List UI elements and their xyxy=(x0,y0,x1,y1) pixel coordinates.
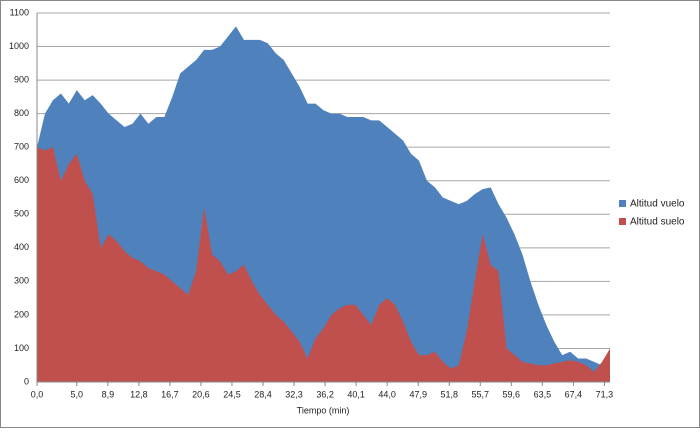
x-tick-label: 44,0 xyxy=(378,389,396,399)
x-tick-label: 20,6 xyxy=(192,389,210,399)
y-tick-label: 1100 xyxy=(10,7,29,17)
legend-label: Altitud suelo xyxy=(630,217,685,228)
x-tick-label: 36,2 xyxy=(316,389,334,399)
legend-swatch xyxy=(619,218,626,225)
legend-swatch xyxy=(619,200,626,207)
legend-label: Altitud vuelo xyxy=(630,199,685,210)
x-tick-label: 16,7 xyxy=(161,389,179,399)
x-tick-label: 63,5 xyxy=(534,389,552,399)
x-tick-label: 51,8 xyxy=(440,389,458,399)
x-tick-label: 55,7 xyxy=(472,389,490,399)
x-tick-label: 0,0 xyxy=(31,389,44,399)
y-tick-label: 600 xyxy=(14,175,29,185)
x-tick-label: 67,4 xyxy=(565,389,583,399)
x-tick-label: 24,5 xyxy=(223,389,241,399)
y-tick-label: 300 xyxy=(14,276,29,286)
y-tick-label: 400 xyxy=(14,242,29,252)
area xyxy=(37,147,610,382)
y-tick-label: 100 xyxy=(14,343,29,353)
y-tick-label: 800 xyxy=(14,108,29,118)
x-tick-label: 8,9 xyxy=(102,389,115,399)
x-tick-label: 5,0 xyxy=(71,389,84,399)
y-tick-label: 200 xyxy=(14,309,29,319)
x-tick-label: 47,9 xyxy=(409,389,427,399)
y-tick-label: 900 xyxy=(14,74,29,84)
x-axis-label: Tiempo (min) xyxy=(297,405,350,415)
y-tick-label: 500 xyxy=(14,209,29,219)
x-tick-label: 71,3 xyxy=(596,389,614,399)
x-tick-label: 28,4 xyxy=(254,389,272,399)
x-tick-label: 59,6 xyxy=(503,389,521,399)
x-tick-label: 40,1 xyxy=(347,389,365,399)
x-tick-label: 32,3 xyxy=(285,389,303,399)
y-tick-label: 0 xyxy=(24,376,29,386)
y-tick-label: 700 xyxy=(14,142,29,152)
x-tick-label: 12,8 xyxy=(130,389,148,399)
y-tick-label: 1000 xyxy=(9,41,29,51)
